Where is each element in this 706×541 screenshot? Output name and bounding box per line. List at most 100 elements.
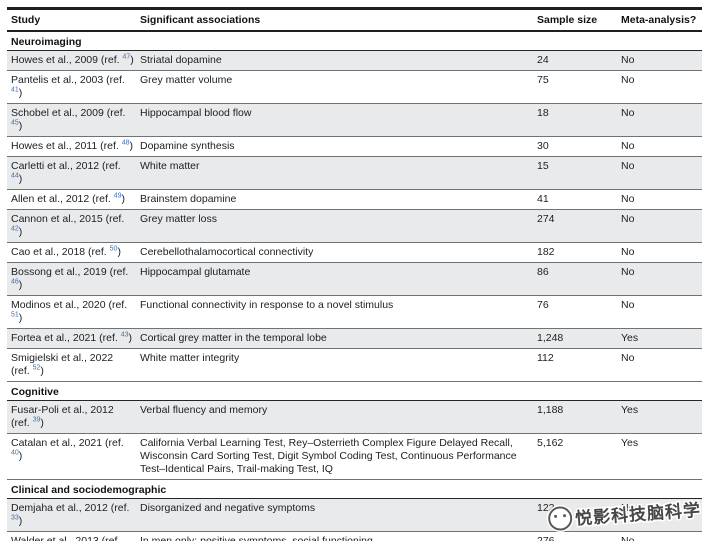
meta-analysis-cell: No xyxy=(621,246,635,258)
table-row: Smigielski et al., 2022 (ref. 52) White m… xyxy=(7,349,702,382)
reference-number[interactable]: 39 xyxy=(32,416,41,424)
study-cell: Howes et al., 2009 (ref. 47) xyxy=(11,53,134,67)
study-cell: Pantelis et al., 2003 (ref. 41) xyxy=(11,74,125,99)
reference-number[interactable]: 52 xyxy=(32,364,41,372)
meta-analysis-cell: No xyxy=(621,352,635,364)
associations-cell: Hippocampal glutamate xyxy=(140,266,251,278)
meta-analysis-cell: No xyxy=(621,213,635,225)
associations-cell: California Verbal Learning Test, Rey–Ost… xyxy=(140,437,517,475)
table-row: Carletti et al., 2012 (ref. 44) White mat… xyxy=(7,157,702,190)
sample-size-cell: 86 xyxy=(537,266,549,278)
table-row: Howes et al., 2011 (ref. 48) Dopamine syn… xyxy=(7,137,702,157)
table-row: Allen et al., 2012 (ref. 49) Brainstem do… xyxy=(7,190,702,210)
reference-number[interactable]: 33 xyxy=(11,514,19,522)
study-cell: Smigielski et al., 2022 (ref. 52) xyxy=(11,352,114,377)
associations-cell: Functional connectivity in response to a… xyxy=(140,299,394,311)
table-body: Neuroimaging Howes et al., 2009 (ref. 47)… xyxy=(7,32,702,541)
study-cell: Carletti et al., 2012 (ref. 44) xyxy=(11,160,121,185)
section-header: Cognitive xyxy=(7,382,702,401)
table-row: Modinos et al., 2020 (ref. 51) Functional… xyxy=(7,296,702,329)
associations-cell: In men only: positive symptoms, social f… xyxy=(140,535,373,541)
associations-cell: Striatal dopamine xyxy=(140,54,222,66)
reference-number[interactable]: 40 xyxy=(11,449,19,457)
reference-number[interactable]: 41 xyxy=(11,86,19,94)
associations-cell: Brainstem dopamine xyxy=(140,193,237,205)
column-header-meta-analysis: Meta-analysis? xyxy=(621,14,697,26)
reference-number[interactable]: 44 xyxy=(11,172,19,180)
table-row: Howes et al., 2009 (ref. 47) Striatal dop… xyxy=(7,51,702,71)
reference-number[interactable]: 48 xyxy=(121,139,130,147)
meta-analysis-cell: Yes xyxy=(621,332,639,344)
sample-size-cell: 30 xyxy=(537,140,549,152)
sample-size-cell: 1,188 xyxy=(537,404,564,416)
table-row: Fortea et al., 2021 (ref. 43) Cortical gr… xyxy=(7,329,702,349)
reference-number[interactable]: 50 xyxy=(109,245,118,253)
meta-analysis-cell: Yes xyxy=(621,437,639,449)
reference-number[interactable]: 51 xyxy=(11,311,19,319)
study-cell: Demjaha et al., 2012 (ref. 33) xyxy=(11,502,130,527)
sample-size-cell: 75 xyxy=(537,74,549,86)
sample-size-cell: 274 xyxy=(537,213,555,225)
study-cell: Catalan et al., 2021 (ref. 40) xyxy=(11,437,124,462)
associations-cell: Cerebellothalamocortical connectivity xyxy=(140,246,314,258)
sample-size-cell: 276 xyxy=(537,535,555,541)
meta-analysis-cell: Yes xyxy=(621,404,639,416)
reference-number[interactable]: 42 xyxy=(11,225,19,233)
meta-analysis-cell: No xyxy=(621,266,635,278)
meta-analysis-cell: No xyxy=(621,299,635,311)
associations-table: Study Significant associations Sample si… xyxy=(7,7,702,541)
associations-cell: White matter xyxy=(140,160,200,172)
associations-cell: Hippocampal blood flow xyxy=(140,107,252,119)
study-cell: Walder et al., 2013 (ref. 36) xyxy=(11,535,121,541)
study-cell: Bossong et al., 2019 (ref. 46) xyxy=(11,266,129,291)
meta-analysis-cell: No xyxy=(621,107,635,119)
sample-size-cell: 24 xyxy=(537,54,549,66)
column-header-sample-size: Sample size xyxy=(537,14,598,26)
meta-analysis-cell: No xyxy=(621,535,635,541)
reference-number[interactable]: 47 xyxy=(122,53,131,61)
study-cell: Fusar-Poli et al., 2012 (ref. 39) xyxy=(11,404,114,429)
table-row: Demjaha et al., 2012 (ref. 33) Disorganiz… xyxy=(7,499,702,532)
reference-number[interactable]: 46 xyxy=(11,278,19,286)
associations-cell: White matter integrity xyxy=(140,352,240,364)
associations-cell: Disorganized and negative symptoms xyxy=(140,502,316,514)
column-header-associations: Significant associations xyxy=(140,14,261,26)
sample-size-cell: 182 xyxy=(537,246,555,258)
study-cell: Cannon et al., 2015 (ref. 42) xyxy=(11,213,125,238)
section-header: Clinical and sociodemographic xyxy=(7,480,702,499)
study-cell: Cao et al., 2018 (ref. 50) xyxy=(11,245,121,259)
associations-cell: Verbal fluency and memory xyxy=(140,404,268,416)
table-row: Cao et al., 2018 (ref. 50) Cerebellothala… xyxy=(7,243,702,263)
sample-size-cell: 41 xyxy=(537,193,549,205)
meta-analysis-cell: No xyxy=(621,160,635,172)
study-cell: Howes et al., 2011 (ref. 48) xyxy=(11,139,133,153)
table-row: Fusar-Poli et al., 2012 (ref. 39) Verbal … xyxy=(7,401,702,434)
associations-cell: Cortical grey matter in the temporal lob… xyxy=(140,332,327,344)
associations-cell: Grey matter volume xyxy=(140,74,233,86)
table-row: Pantelis et al., 2003 (ref. 41) Grey matt… xyxy=(7,71,702,104)
table-row: Schobel et al., 2009 (ref. 45) Hippocampa… xyxy=(7,104,702,137)
table-header-row: Study Significant associations Sample si… xyxy=(7,7,702,32)
sample-size-cell: 5,162 xyxy=(537,437,564,449)
reference-number[interactable]: 49 xyxy=(113,192,122,200)
table-row: Bossong et al., 2019 (ref. 46) Hippocampa… xyxy=(7,263,702,296)
sample-size-cell: 112 xyxy=(537,352,554,364)
table-row: Walder et al., 2013 (ref. 36) In men only… xyxy=(7,532,702,541)
study-cell: Fortea et al., 2021 (ref. 43) xyxy=(11,331,133,345)
meta-analysis-cell: No xyxy=(621,54,635,66)
associations-cell: Grey matter loss xyxy=(140,213,218,225)
sample-size-cell: 1,248 xyxy=(537,332,564,344)
meta-analysis-cell: No xyxy=(621,140,635,152)
meta-analysis-cell: No xyxy=(621,193,635,205)
table-row: Catalan et al., 2021 (ref. 40) California… xyxy=(7,434,702,480)
study-cell: Modinos et al., 2020 (ref. 51) xyxy=(11,299,128,324)
associations-cell: Dopamine synthesis xyxy=(140,140,235,152)
table-row: Cannon et al., 2015 (ref. 42) Grey matter… xyxy=(7,210,702,243)
study-cell: Schobel et al., 2009 (ref. 45) xyxy=(11,107,126,132)
sample-size-cell: 15 xyxy=(537,160,549,172)
reference-number[interactable]: 43 xyxy=(120,331,129,339)
reference-number[interactable]: 45 xyxy=(11,119,19,127)
section-header: Neuroimaging xyxy=(7,32,702,51)
sample-size-cell: 76 xyxy=(537,299,549,311)
